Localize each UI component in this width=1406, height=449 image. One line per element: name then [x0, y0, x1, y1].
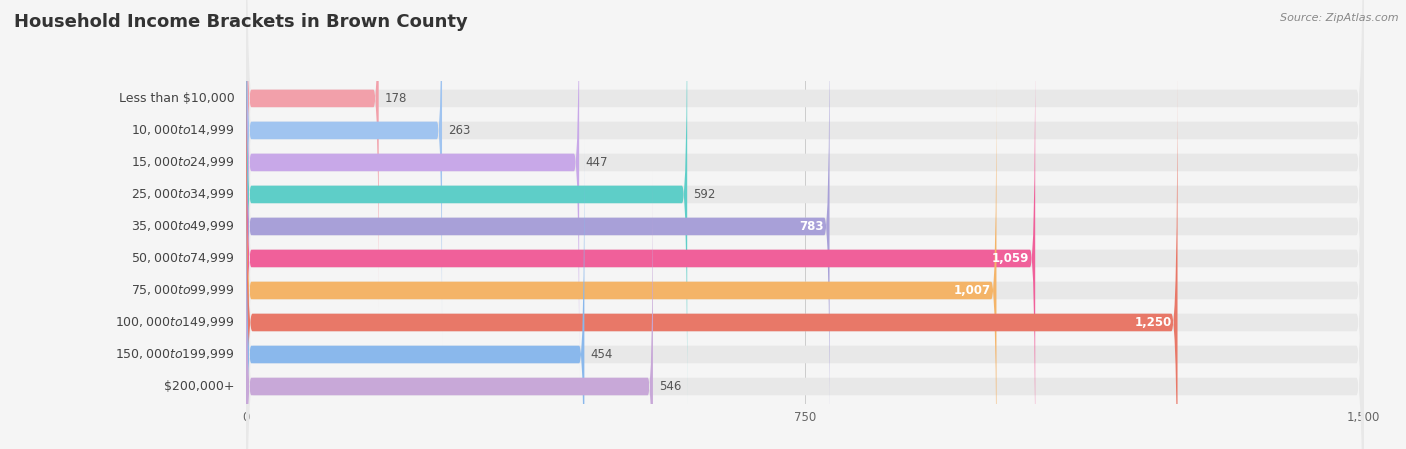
FancyBboxPatch shape	[246, 0, 1364, 449]
Text: $75,000 to $99,999: $75,000 to $99,999	[131, 283, 235, 298]
Text: $50,000 to $74,999: $50,000 to $74,999	[131, 251, 235, 265]
FancyBboxPatch shape	[246, 75, 997, 449]
Text: 1,250: 1,250	[1135, 316, 1171, 329]
Text: $150,000 to $199,999: $150,000 to $199,999	[115, 348, 235, 361]
Text: 1,007: 1,007	[953, 284, 990, 297]
FancyBboxPatch shape	[246, 43, 1364, 449]
Text: 447: 447	[585, 156, 607, 169]
Text: Source: ZipAtlas.com: Source: ZipAtlas.com	[1281, 13, 1399, 23]
FancyBboxPatch shape	[246, 0, 441, 346]
FancyBboxPatch shape	[246, 11, 1364, 449]
Text: 263: 263	[449, 124, 471, 137]
FancyBboxPatch shape	[246, 0, 1364, 409]
Text: 592: 592	[693, 188, 716, 201]
Text: 783: 783	[799, 220, 824, 233]
FancyBboxPatch shape	[246, 0, 1364, 449]
Text: $10,000 to $14,999: $10,000 to $14,999	[131, 123, 235, 137]
Text: Household Income Brackets in Brown County: Household Income Brackets in Brown Count…	[14, 13, 468, 31]
Text: Less than $10,000: Less than $10,000	[120, 92, 235, 105]
FancyBboxPatch shape	[246, 139, 585, 449]
Text: $25,000 to $34,999: $25,000 to $34,999	[131, 187, 235, 202]
FancyBboxPatch shape	[246, 0, 1364, 442]
FancyBboxPatch shape	[246, 65, 1177, 449]
Text: $200,000+: $200,000+	[165, 380, 235, 393]
FancyBboxPatch shape	[246, 11, 830, 442]
FancyBboxPatch shape	[246, 0, 1364, 449]
Text: 546: 546	[659, 380, 682, 393]
FancyBboxPatch shape	[246, 75, 1364, 449]
FancyBboxPatch shape	[246, 0, 1364, 449]
Text: $100,000 to $149,999: $100,000 to $149,999	[115, 316, 235, 330]
FancyBboxPatch shape	[246, 0, 688, 409]
FancyBboxPatch shape	[246, 41, 1035, 449]
FancyBboxPatch shape	[246, 0, 1364, 449]
FancyBboxPatch shape	[246, 0, 579, 378]
FancyBboxPatch shape	[246, 0, 378, 314]
Text: 178: 178	[385, 92, 406, 105]
Text: $15,000 to $24,999: $15,000 to $24,999	[131, 155, 235, 169]
Text: $35,000 to $49,999: $35,000 to $49,999	[131, 220, 235, 233]
FancyBboxPatch shape	[246, 171, 652, 449]
Text: 454: 454	[591, 348, 613, 361]
Text: 1,059: 1,059	[991, 252, 1029, 265]
